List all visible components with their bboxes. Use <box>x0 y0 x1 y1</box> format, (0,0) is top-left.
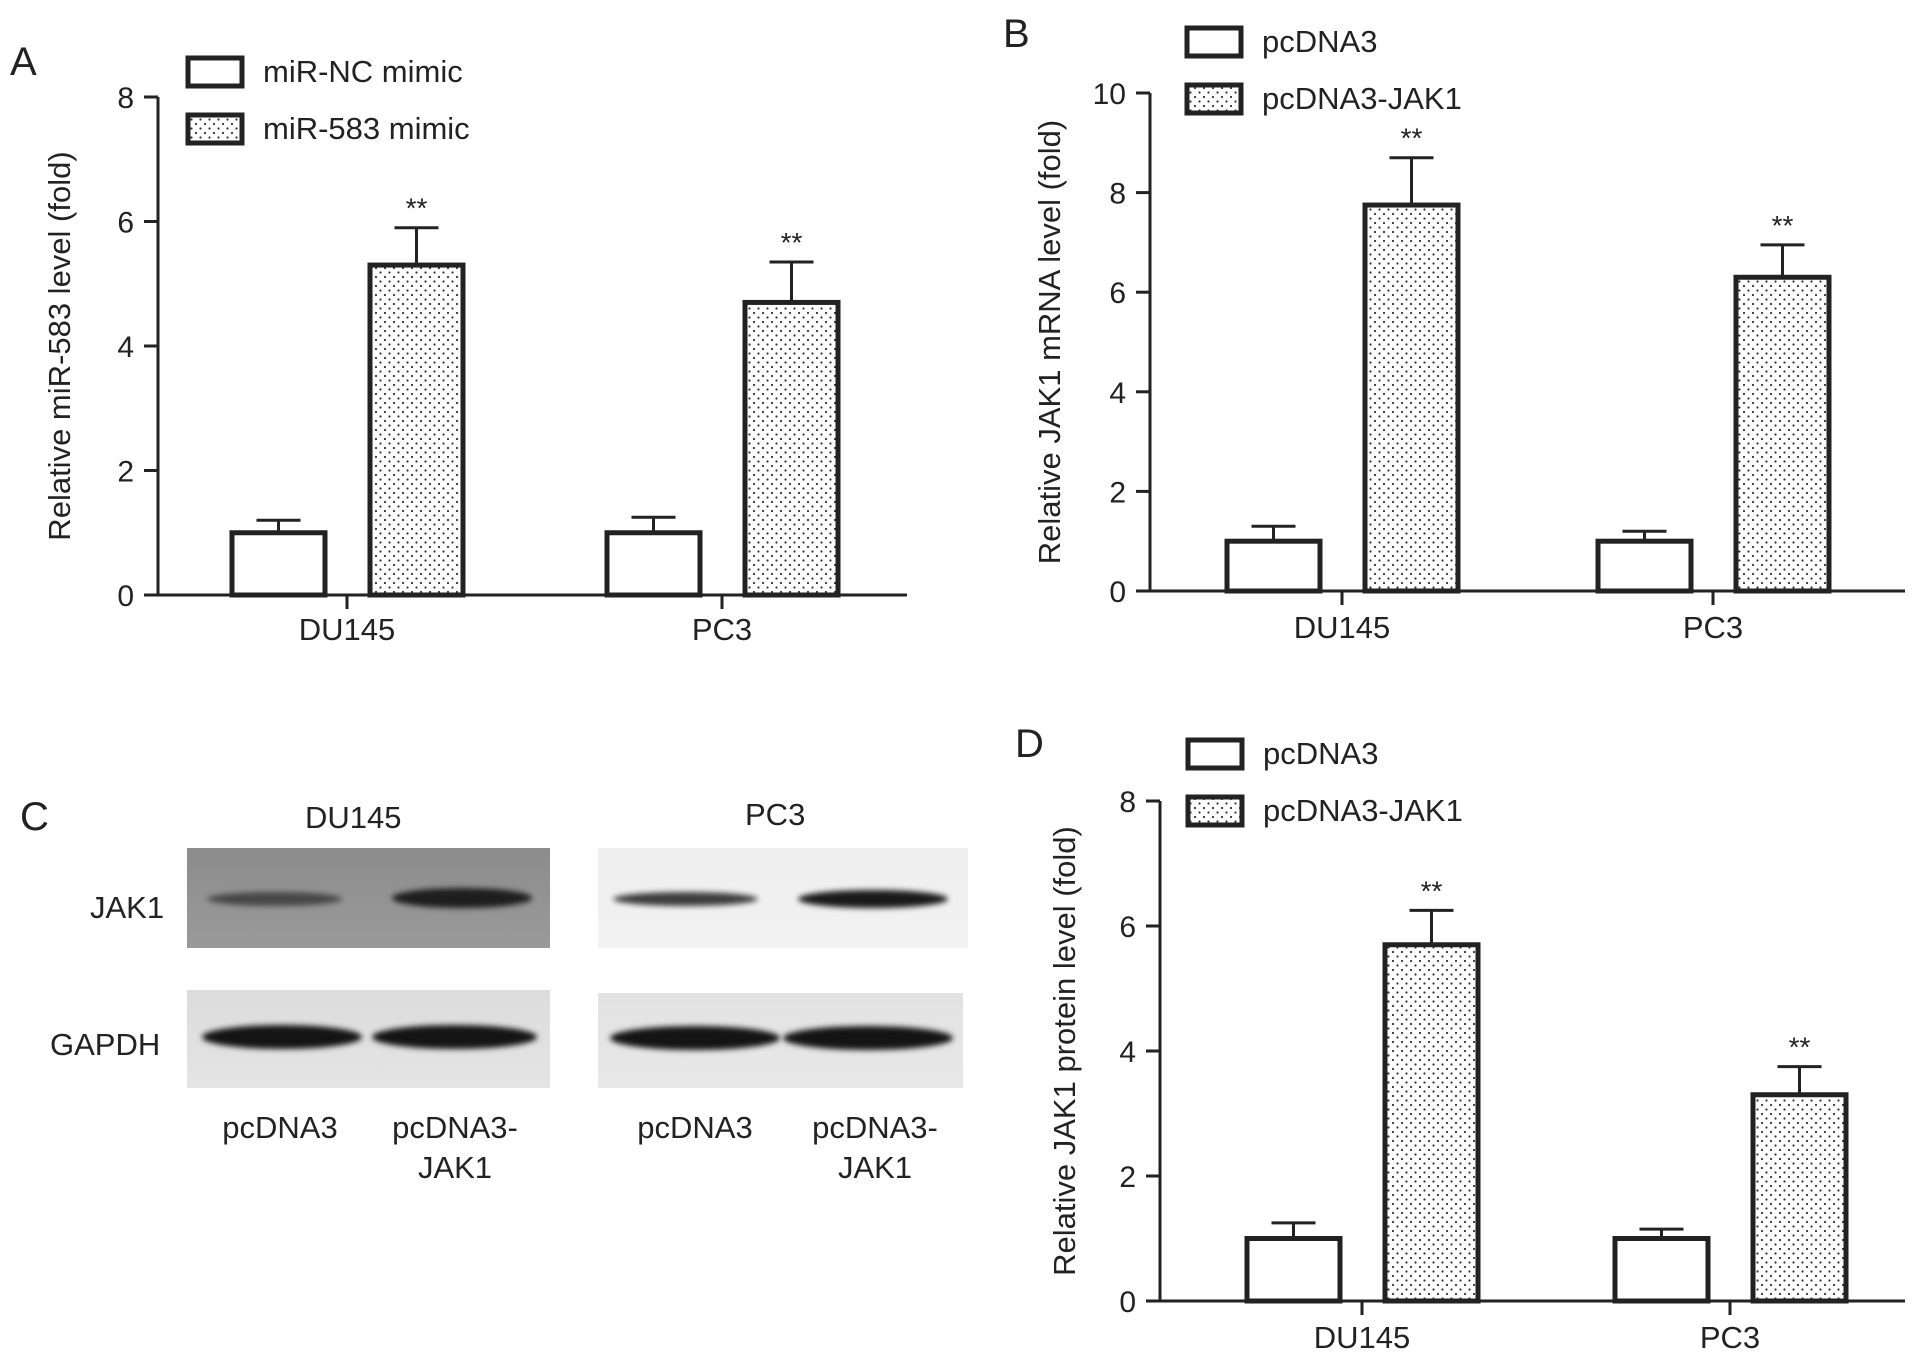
blot-group-label-du145: DU145 <box>305 800 402 835</box>
panel-letter-a: A <box>10 40 37 84</box>
bar <box>1733 274 1832 594</box>
legend-swatch <box>1184 25 1244 59</box>
bar <box>1750 1092 1849 1304</box>
y-tick-label: 10 <box>1093 78 1126 111</box>
bar <box>1362 202 1461 594</box>
x-tick-label: DU145 <box>1294 610 1391 645</box>
y-tick-label: 4 <box>1109 377 1126 410</box>
y-axis-label: Relative miR-583 level (fold) <box>42 151 77 540</box>
bar <box>1595 538 1694 594</box>
legend-label: pcDNA3-JAK1 <box>1263 793 1463 828</box>
y-tick-label: 6 <box>117 207 134 240</box>
blot-strip-pc3-gapdh <box>598 993 963 1088</box>
blot-strip-du145-jak1 <box>187 848 550 948</box>
y-axis-label: Relative JAK1 protein level (fold) <box>1047 826 1082 1276</box>
legend-label: miR-NC mimic <box>263 54 463 89</box>
x-tick-label: DU145 <box>299 612 396 647</box>
significance-label: ** <box>1772 210 1794 241</box>
blot-band <box>202 1025 362 1049</box>
blot-lane-label: pcDNA3- JAK1 <box>812 1110 938 1185</box>
legend-label: pcDNA3 <box>1263 736 1378 771</box>
legend-swatch <box>185 112 245 146</box>
blot-band <box>392 888 532 908</box>
y-tick-label: 8 <box>117 82 134 115</box>
blot-strip-pc3-jak1 <box>598 848 968 948</box>
legend-swatch <box>1184 82 1244 116</box>
x-tick-label: PC3 <box>1683 610 1743 645</box>
bar <box>1244 1236 1343 1304</box>
x-tick-label: PC3 <box>692 612 752 647</box>
legend-label: pcDNA3 <box>1262 24 1377 59</box>
x-tick-label: PC3 <box>1700 1320 1760 1355</box>
blot-strip-du145-gapdh <box>187 990 550 1088</box>
bar <box>367 262 466 598</box>
y-tick-label: 0 <box>117 580 134 613</box>
bar <box>1382 942 1481 1304</box>
blot-lane-label: pcDNA3- JAK1 <box>392 1110 518 1185</box>
y-axis-label: Relative JAK1 mRNA level (fold) <box>1032 120 1067 565</box>
significance-label: ** <box>781 227 803 258</box>
panel-letter-b: B <box>1003 12 1030 56</box>
bar <box>604 530 703 598</box>
legend-label: pcDNA3-JAK1 <box>1262 81 1462 116</box>
legend-label: miR-583 mimic <box>263 111 470 146</box>
panel-letter-c: C <box>20 795 49 839</box>
panel-letter-d: D <box>1015 722 1044 766</box>
blot-lane-label: pcDNA3 <box>637 1110 753 1145</box>
significance-label: ** <box>1789 1032 1811 1063</box>
y-tick-label: 6 <box>1119 911 1136 944</box>
significance-label: ** <box>1421 875 1443 906</box>
y-tick-label: 2 <box>117 456 134 489</box>
significance-label: ** <box>406 193 428 224</box>
blot-band <box>610 1026 780 1050</box>
bar <box>742 299 841 598</box>
significance-label: ** <box>1401 123 1423 154</box>
blot-group-label-pc3: PC3 <box>745 797 806 832</box>
y-tick-label: 0 <box>1119 1286 1136 1319</box>
blot-lane-label: pcDNA3 <box>222 1110 338 1145</box>
y-tick-label: 0 <box>1109 576 1126 609</box>
y-tick-label: 4 <box>1119 1036 1136 1069</box>
legend-swatch <box>1185 794 1245 828</box>
x-tick-label: DU145 <box>1314 1320 1411 1355</box>
blot-row-label-jak1: JAK1 <box>90 890 165 925</box>
chart-a: 0 2 4 6 8 Relative miR-583 level (fold) DU145 P… <box>42 54 907 647</box>
y-tick-label: 8 <box>1119 786 1136 819</box>
chart-b: 0 2 4 6 8 10 Relative JAK1 mRNA level (fold) DU… <box>1032 24 1905 645</box>
y-tick-label: 2 <box>1119 1161 1136 1194</box>
blot-band <box>372 1025 537 1049</box>
blot-band <box>207 892 342 906</box>
blot-row-label-gapdh: GAPDH <box>50 1027 161 1062</box>
y-tick-label: 6 <box>1109 277 1126 310</box>
bar <box>1224 538 1323 594</box>
legend-swatch <box>1185 737 1245 771</box>
blot-band <box>613 892 758 906</box>
legend-swatch <box>185 55 245 89</box>
bar <box>229 530 328 598</box>
y-tick-label: 2 <box>1109 476 1126 509</box>
y-tick-label: 4 <box>117 331 134 364</box>
bar <box>1612 1236 1711 1304</box>
y-tick-label: 8 <box>1109 178 1126 211</box>
blot-band <box>783 1026 953 1050</box>
chart-d: 0 2 4 6 8 Relative JAK1 protein level (fold) D… <box>1047 736 1905 1355</box>
blot-band <box>798 890 948 908</box>
